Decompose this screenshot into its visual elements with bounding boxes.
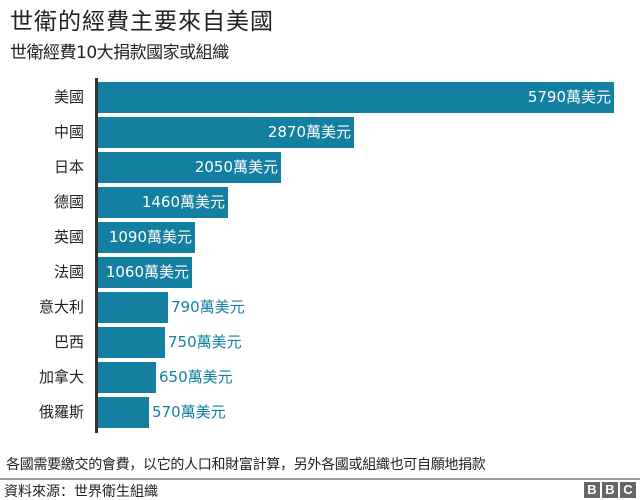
chart-subtitle: 世衛經費10大捐款國家或組織 [10,43,229,63]
bar [98,257,192,288]
bar-row: 英國 1090萬美元 [0,222,640,253]
bbc-logo-letter: B [584,482,600,498]
category-label: 巴西 [53,333,84,351]
bar-row: 中國 2870萬美元 [0,117,640,148]
bar-row: 美國 5790萬美元 [0,82,640,113]
value-label: 650萬美元 [159,368,233,386]
bar [98,397,149,428]
category-label: 美國 [53,88,84,106]
bar [98,82,614,113]
category-label: 意大利 [38,298,84,316]
category-label: 加拿大 [38,368,84,386]
bar-row: 意大利 790萬美元 [0,292,640,323]
bar [98,187,228,218]
value-label: 1060萬美元 [105,263,189,281]
bbc-logo-letter: C [620,482,636,498]
value-label: 2870萬美元 [267,123,351,141]
bar [98,362,156,393]
bbc-logo: B B C [584,482,636,498]
bar-row: 德國 1460萬美元 [0,187,640,218]
bar-row: 巴西 750萬美元 [0,327,640,358]
bar [98,327,165,358]
bar [98,152,281,183]
value-label: 2050萬美元 [194,158,278,176]
bbc-logo-letter: B [602,482,618,498]
bar [98,222,195,253]
category-label: 俄羅斯 [38,403,84,421]
category-label: 日本 [53,158,84,176]
value-label: 570萬美元 [152,403,226,421]
bar-row: 法國 1060萬美元 [0,257,640,288]
bar-chart: 美國 5790萬美元中國 2870萬美元日本 2050萬美元德國 1460萬美元英國 10… [0,78,640,433]
value-label: 5790萬美元 [527,88,611,106]
value-label: 750萬美元 [168,333,242,351]
bar [98,292,168,323]
value-label: 790萬美元 [171,298,245,316]
chart-title: 世衛的經費主要來自美國 [10,9,274,35]
category-label: 法國 [53,263,84,281]
bar [98,117,354,148]
value-label: 1090萬美元 [108,228,192,246]
footer-divider [0,478,640,480]
category-label: 英國 [53,228,84,246]
category-label: 德國 [53,193,84,211]
source-text: 資料來源：世界衛生組織 [4,484,158,500]
bar-row: 加拿大 650萬美元 [0,362,640,393]
value-label: 1460萬美元 [141,193,225,211]
y-axis-line [95,78,98,433]
category-label: 中國 [53,123,84,141]
bar-row: 俄羅斯 570萬美元 [0,397,640,428]
bar-row: 日本 2050萬美元 [0,152,640,183]
footnote: 各國需要繳交的會費，以它的人口和財富計算，另外各國或組織也可自願地捐款 [6,457,486,473]
